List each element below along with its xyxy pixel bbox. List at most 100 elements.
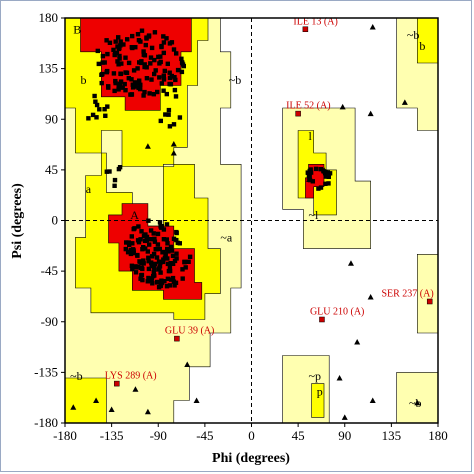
y-tick-label: 180 [39, 10, 59, 25]
residue-point [161, 77, 167, 82]
residue-point [172, 258, 178, 264]
region-label: L [305, 171, 312, 185]
residue-point [142, 64, 147, 70]
residue-point [152, 239, 158, 244]
x-tick-label: 45 [292, 428, 305, 443]
y-tick-label: -135 [34, 364, 58, 379]
residue-point [158, 118, 163, 124]
region-label: ~p [308, 369, 321, 383]
residue-point [107, 169, 112, 174]
glycine-point [367, 110, 374, 117]
outlier-point [302, 26, 309, 32]
residue-point [147, 242, 152, 247]
residue-point [153, 68, 158, 73]
residue-point [136, 240, 142, 245]
residue-point [170, 261, 176, 266]
residue-point [167, 81, 172, 87]
residue-point [142, 62, 147, 67]
residue-point [126, 76, 131, 81]
residue-point [149, 45, 155, 51]
y-tick-label: 90 [45, 111, 58, 126]
glycine-point [93, 397, 100, 403]
residue-point [138, 237, 143, 242]
residue-point [152, 30, 158, 35]
residue-point [141, 49, 146, 54]
residue-point [149, 260, 154, 265]
x-tick-label: 0 [248, 428, 255, 443]
residue-point [179, 69, 185, 75]
glycine-point [70, 404, 77, 410]
residue-point [102, 60, 107, 65]
residue-point [129, 263, 135, 268]
residue-point [99, 72, 104, 77]
residue-point [151, 251, 157, 257]
residue-point [148, 237, 153, 242]
residue-point [139, 28, 145, 33]
x-tick-label: -135 [100, 428, 124, 443]
residue-point [130, 82, 135, 87]
residue-point [148, 61, 153, 66]
residue-point [154, 255, 160, 260]
residue-point [112, 177, 118, 183]
residue-point [157, 75, 162, 80]
residue-point [128, 247, 133, 253]
residue-point [175, 240, 180, 246]
residue-point [100, 53, 106, 59]
residue-point [161, 237, 167, 242]
residue-point [130, 241, 135, 246]
outlier-point [319, 316, 325, 323]
residue-point [161, 257, 166, 262]
residue-point [170, 253, 176, 258]
residue-point [187, 254, 193, 259]
residue-point [318, 167, 323, 172]
residue-point [117, 53, 122, 59]
residue-point [146, 218, 151, 223]
region-label: a [86, 182, 92, 196]
residue-point [166, 112, 171, 117]
residue-point [124, 240, 129, 245]
residue-point [130, 33, 135, 39]
residue-point [165, 61, 170, 66]
residue-point [116, 83, 121, 89]
residue-point [136, 224, 141, 229]
residue-point [156, 54, 161, 60]
region-label: B [73, 22, 81, 36]
residue-point [138, 86, 143, 92]
glycine-point [108, 406, 115, 412]
residue-point [168, 277, 174, 282]
y-tick-label: 0 [52, 213, 59, 228]
residue-point [102, 107, 107, 112]
residue-point [139, 229, 144, 234]
residue-point [164, 222, 170, 227]
residue-point [135, 32, 141, 37]
glycine-point [401, 99, 408, 105]
residue-point [155, 89, 160, 95]
residue-point [141, 52, 146, 57]
region-label: ~l [308, 208, 318, 222]
residue-point [310, 179, 315, 184]
residue-point [161, 40, 167, 45]
residue-point [164, 91, 169, 97]
residue-point [168, 244, 174, 250]
residue-point [151, 273, 156, 279]
residue-point [119, 61, 124, 66]
residue-point [141, 261, 146, 266]
residue-point [136, 38, 142, 43]
residue-label: GLU 210 (A) [310, 307, 364, 318]
region-label: ~a [220, 230, 232, 244]
residue-point [142, 89, 147, 95]
residue-point [99, 80, 104, 86]
glycine-point [369, 24, 376, 30]
residue-point [172, 87, 178, 93]
residue-point [116, 62, 121, 67]
residue-point [155, 280, 160, 285]
y-tick-label: -180 [34, 415, 58, 430]
residue-point [323, 181, 328, 186]
glycine-point [184, 361, 191, 367]
residue-point [169, 248, 175, 253]
residue-point [148, 228, 154, 233]
residue-point [139, 273, 144, 278]
residue-point [174, 251, 179, 256]
residue-point [174, 51, 179, 56]
